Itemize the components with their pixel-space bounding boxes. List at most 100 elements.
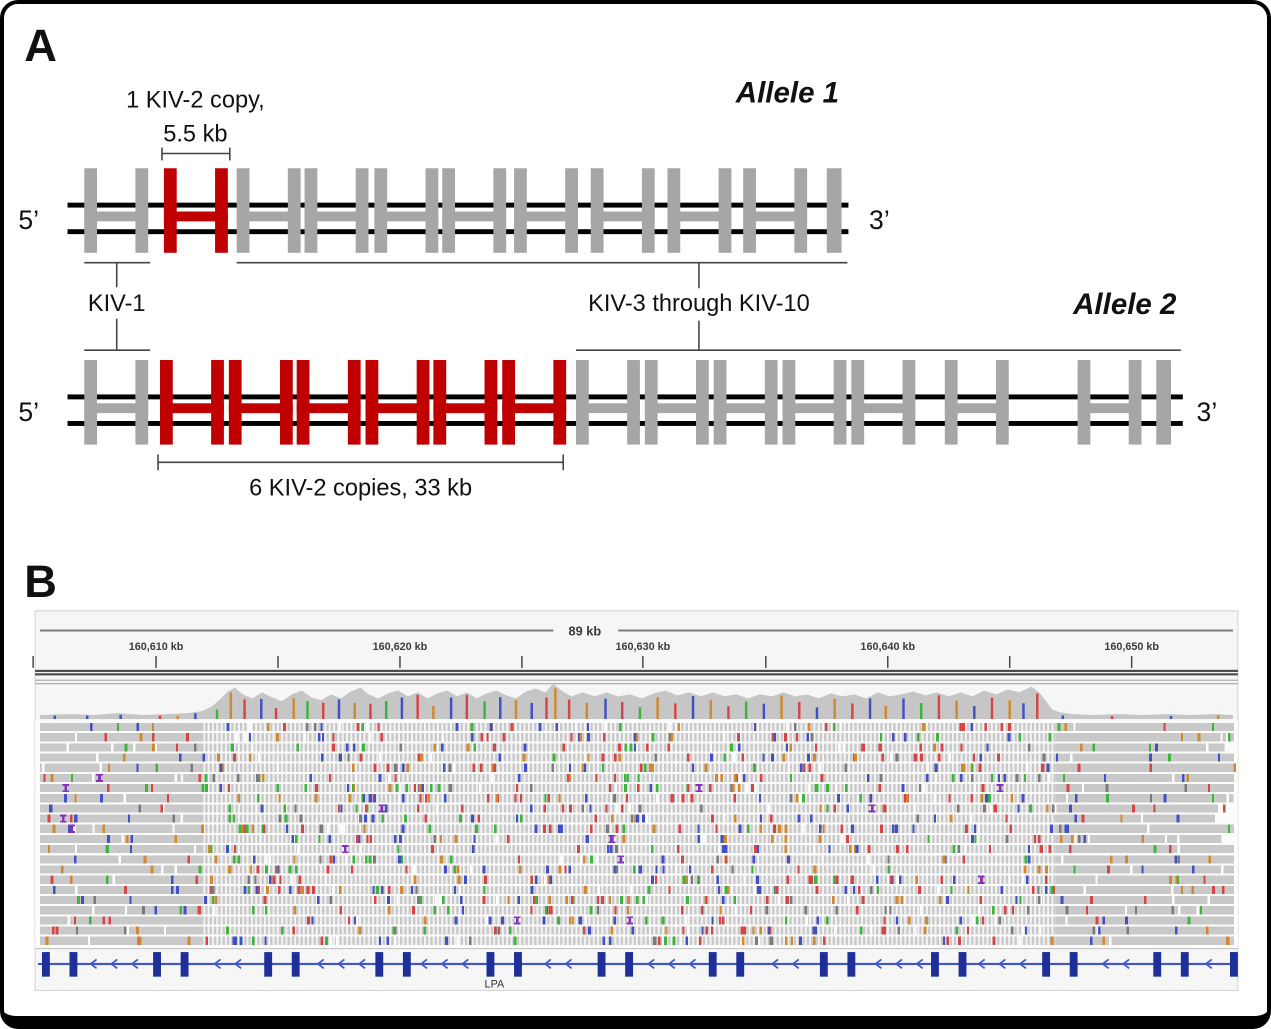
coverage-allele-bar xyxy=(465,694,469,719)
read-row xyxy=(40,814,1234,824)
read-row xyxy=(40,864,1234,875)
insertion-marker xyxy=(62,783,70,793)
coverage-allele-bar xyxy=(973,706,976,719)
read-row xyxy=(40,752,1234,763)
coverage-allele-bar xyxy=(483,701,486,719)
strand-arrow-icon xyxy=(667,958,676,969)
read-row xyxy=(40,905,1234,915)
coverage-allele-bar xyxy=(1061,715,1065,719)
read-alignment-track xyxy=(40,722,1237,946)
kiv3-10-connector xyxy=(236,261,1181,351)
gene-exon xyxy=(958,952,967,977)
gene-exon xyxy=(291,952,300,977)
strand-arrow-icon xyxy=(233,958,242,969)
read-row xyxy=(40,885,1234,895)
insertion-marker xyxy=(96,773,103,782)
strand-arrow-icon xyxy=(977,958,986,969)
ruler-tick-label: 160,610 kb xyxy=(129,641,184,653)
allele1-five-prime-label: 5’ xyxy=(18,205,39,235)
allele2-three-prime-label: 3’ xyxy=(1197,397,1218,427)
insertion-marker xyxy=(617,855,625,864)
insertion-marker xyxy=(977,875,985,884)
coverage-allele-bar xyxy=(656,697,659,719)
strand-arrow-icon xyxy=(89,958,98,969)
coverage-allele-bar xyxy=(449,697,453,719)
coverage-allele-bar xyxy=(620,701,624,719)
coverage-allele-bar xyxy=(902,698,905,719)
strand-arrow-icon xyxy=(997,958,1006,969)
strand-arrow-icon xyxy=(357,958,366,969)
coverage-allele-bar xyxy=(432,706,435,719)
insertion-marker xyxy=(68,824,76,833)
panel-b-label: B xyxy=(24,556,57,607)
coverage-allele-bar xyxy=(937,695,941,719)
read-row xyxy=(40,875,1234,885)
strand-arrow-icon xyxy=(213,958,221,969)
gene-exon xyxy=(708,952,717,977)
coverage-allele-bar xyxy=(727,706,730,719)
coverage-allele-bar xyxy=(353,702,356,719)
read-row xyxy=(40,722,1234,732)
gene-exon xyxy=(819,952,828,977)
coverage-allele-bar xyxy=(53,715,56,719)
insertion-marker xyxy=(868,804,876,813)
coverage-allele-bar xyxy=(567,699,571,719)
read-row xyxy=(40,783,1234,793)
coverage-allele-bar xyxy=(674,703,677,719)
read-row xyxy=(40,895,1234,905)
gene-exon xyxy=(69,952,78,977)
strand-arrow-icon xyxy=(894,958,903,969)
ruler-span-label: 89 kb xyxy=(569,623,602,638)
allele-2-title: Allele 2 xyxy=(1072,288,1177,321)
strand-arrow-icon xyxy=(543,958,552,969)
coverage-allele-bar xyxy=(499,697,502,719)
gene-exon xyxy=(1180,952,1189,977)
coverage-allele-bar xyxy=(798,701,801,719)
coverage-allele-bar xyxy=(1036,693,1039,719)
insertion-marker xyxy=(514,916,521,925)
gene-exon xyxy=(1230,952,1238,977)
gene-exon xyxy=(931,952,939,977)
insertion-marker xyxy=(378,804,386,813)
coverage-allele-bar xyxy=(744,701,748,719)
kiv1-connector xyxy=(84,261,151,351)
read-row xyxy=(40,854,1234,864)
track-separator-band xyxy=(35,669,1238,685)
gene-exon xyxy=(514,952,522,977)
coverage-track xyxy=(40,683,1233,719)
coverage-allele-bar xyxy=(1216,715,1220,719)
strand-arrow-icon xyxy=(461,958,469,969)
read-row xyxy=(40,844,1234,854)
strand-arrow-icon xyxy=(874,958,882,969)
ruler-ticks: 160,610 kb 160,620 kb 160,630 kb 160,640 kb… xyxy=(32,641,1159,668)
insertion-marker xyxy=(608,834,616,844)
coverage-allele-bar xyxy=(337,699,341,719)
strand-arrow-icon xyxy=(130,958,139,969)
gene-exon xyxy=(625,952,634,977)
read-row xyxy=(40,936,1234,946)
ruler-tick-label: 160,620 kb xyxy=(373,641,428,653)
insertion-marker xyxy=(695,783,703,793)
coverage-allele-bar xyxy=(119,714,122,719)
coverage-allele-bar xyxy=(1022,703,1025,719)
read-row xyxy=(40,742,1234,752)
insertion-marker xyxy=(996,783,1004,793)
strand-arrow-icon xyxy=(688,958,696,969)
coverage-allele-bar xyxy=(274,707,278,719)
gene-exon xyxy=(1069,952,1078,977)
strand-arrow-icon xyxy=(316,958,325,969)
coverage-allele-bar xyxy=(369,703,372,719)
read-row xyxy=(40,926,1234,936)
coverage-allele-bar xyxy=(176,716,179,719)
gene-exon xyxy=(41,952,50,977)
strand-arrow-icon xyxy=(419,958,428,969)
coverage-allele-bar xyxy=(1008,700,1011,719)
kiv2-copy-annotation-line2: 5.5 kb xyxy=(163,122,227,148)
gene-exon xyxy=(736,952,745,977)
coverage-allele-bar xyxy=(384,701,388,719)
coverage-allele-bar xyxy=(604,698,607,719)
insertion-marker xyxy=(341,845,349,854)
coverage-allele-bar xyxy=(416,694,419,719)
kiv2-copies-label: 6 KIV-2 copies, 33 kb xyxy=(249,476,472,502)
